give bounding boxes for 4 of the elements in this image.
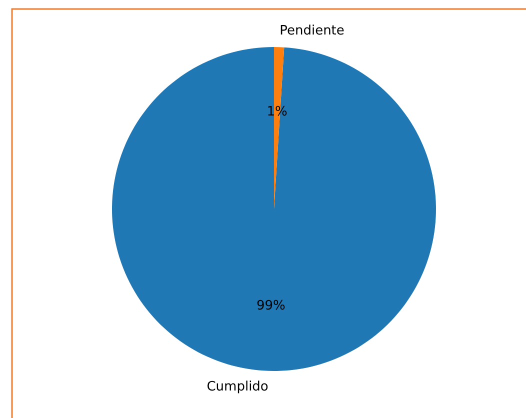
data-label: 99% bbox=[256, 298, 286, 314]
pie-slice bbox=[112, 47, 436, 371]
slice-label: Pendiente bbox=[280, 23, 344, 38]
slice-label: Cumplido bbox=[206, 380, 268, 395]
